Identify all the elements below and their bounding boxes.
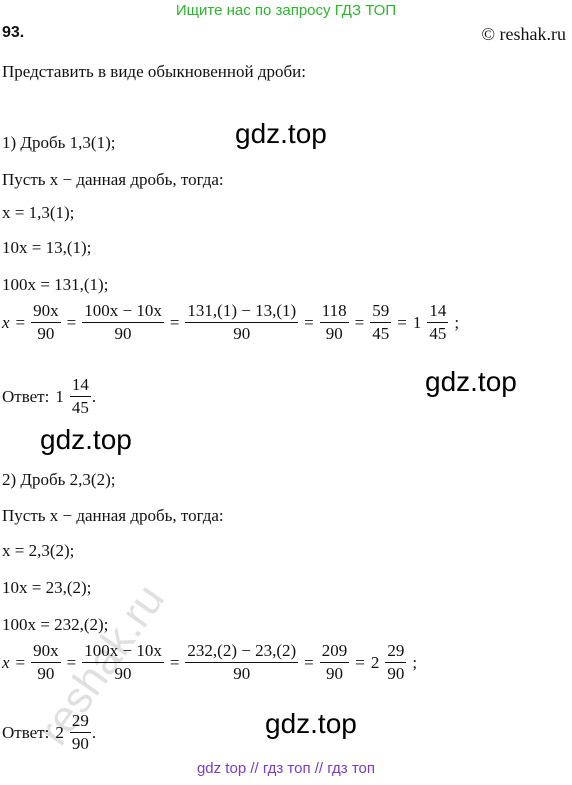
- equals: =: [354, 312, 365, 332]
- denominator: 90: [37, 324, 55, 343]
- fraction: 118 90: [319, 300, 349, 345]
- answer: Ответ: 2 29 90.: [2, 710, 96, 755]
- task-text: Представить в виде обыкновенной дроби:: [2, 62, 306, 81]
- denominator: 90: [387, 664, 405, 683]
- numerator: 90x: [31, 300, 61, 323]
- equals: =: [355, 652, 365, 672]
- equation: x = 1,3(1);: [2, 203, 75, 222]
- task-number: 93.: [2, 24, 25, 41]
- fraction: 131,(1) − 13,(1) 90: [185, 300, 299, 345]
- denominator: 90: [114, 324, 132, 343]
- equals: =: [304, 652, 314, 672]
- fraction: 90x 90: [31, 640, 61, 685]
- numerator: 232,(2) − 23,(2): [185, 640, 299, 663]
- end: .: [91, 386, 97, 406]
- equation: 100x = 131,(1);: [2, 275, 109, 294]
- whole-part: 1: [55, 386, 64, 406]
- equals: =: [66, 652, 77, 672]
- denominator: 45: [429, 324, 447, 343]
- whole-part: 2: [370, 652, 380, 672]
- numerator: 29: [69, 710, 91, 733]
- intro: Пусть x − данная дробь, тогда:: [2, 506, 224, 525]
- equation-chain: x = 90x 90 = 100x − 10x 90 = 131,(1) − 13,(1) 90 =…: [2, 300, 459, 345]
- copyright: © reshak.ru: [481, 24, 566, 44]
- whole-part: 2: [55, 722, 64, 742]
- numerator: 90x: [31, 640, 61, 663]
- denominator: 90: [325, 324, 343, 343]
- equation: 100x = 232,(2);: [2, 615, 109, 634]
- watermark: gdz.top: [40, 424, 132, 455]
- denominator: 90: [114, 664, 132, 683]
- lhs: x: [2, 312, 10, 332]
- part-heading: 1) Дробь 1,3(1);: [2, 133, 116, 152]
- watermark: gdz.top: [265, 708, 357, 739]
- footer: gdz top // гдз топ // гдз топ: [196, 760, 376, 777]
- fraction: 14 45: [427, 300, 449, 345]
- equals: =: [169, 652, 180, 672]
- end: .: [91, 722, 97, 742]
- fraction: 100x − 10x 90: [82, 300, 164, 345]
- equals: =: [15, 652, 26, 672]
- numerator: 59: [370, 300, 392, 323]
- fraction: 100x − 10x 90: [82, 640, 164, 685]
- watermark: gdz.top: [235, 118, 327, 149]
- numerator: 131,(1) − 13,(1): [185, 300, 299, 323]
- part-heading: 2) Дробь 2,3(2);: [2, 470, 116, 489]
- denominator: 45: [372, 324, 390, 343]
- denominator: 45: [71, 398, 89, 417]
- end: ;: [412, 652, 418, 672]
- denominator: 90: [326, 664, 343, 683]
- fraction: 29 90: [385, 640, 407, 685]
- numerator: 14: [69, 374, 91, 397]
- denominator: 90: [233, 664, 251, 683]
- denominator: 90: [71, 734, 89, 753]
- answer-label: Ответ:: [2, 722, 50, 742]
- fraction: 209 90: [319, 640, 350, 685]
- fraction: 90x 90: [31, 300, 61, 345]
- fraction: 14 45: [69, 374, 91, 419]
- denominator: 90: [37, 664, 55, 683]
- watermark: gdz.top: [425, 366, 517, 397]
- intro: Пусть x − данная дробь, тогда:: [2, 170, 224, 189]
- equals: =: [304, 312, 314, 332]
- equals: =: [397, 312, 407, 332]
- fraction: 59 45: [370, 300, 392, 345]
- answer: Ответ: 1 14 45.: [2, 374, 96, 419]
- denominator: 90: [233, 324, 251, 343]
- numerator: 14: [427, 300, 449, 323]
- lhs: x: [2, 652, 10, 672]
- banner: Ищите нас по запросу ГДЗ ТОП: [175, 2, 397, 19]
- numerator: 100x − 10x: [82, 300, 164, 323]
- numerator: 29: [385, 640, 407, 663]
- numerator: 209: [319, 640, 350, 663]
- end: ;: [454, 312, 460, 332]
- equals: =: [169, 312, 180, 332]
- whole-part: 1: [412, 312, 422, 332]
- fraction: 29 90: [69, 710, 91, 755]
- answer-label: Ответ:: [2, 386, 50, 406]
- equals: =: [15, 312, 26, 332]
- equation: x = 2,3(2);: [2, 541, 75, 560]
- equals: =: [66, 312, 77, 332]
- numerator: 100x − 10x: [82, 640, 164, 663]
- numerator: 118: [319, 300, 349, 323]
- equation-chain: x = 90x 90 = 100x − 10x 90 = 232,(2) − 23,(2) 90 =…: [2, 640, 417, 685]
- equation: 10x = 13,(1);: [2, 238, 92, 257]
- equation: 10x = 23,(2);: [2, 578, 92, 597]
- fraction: 232,(2) − 23,(2) 90: [185, 640, 299, 685]
